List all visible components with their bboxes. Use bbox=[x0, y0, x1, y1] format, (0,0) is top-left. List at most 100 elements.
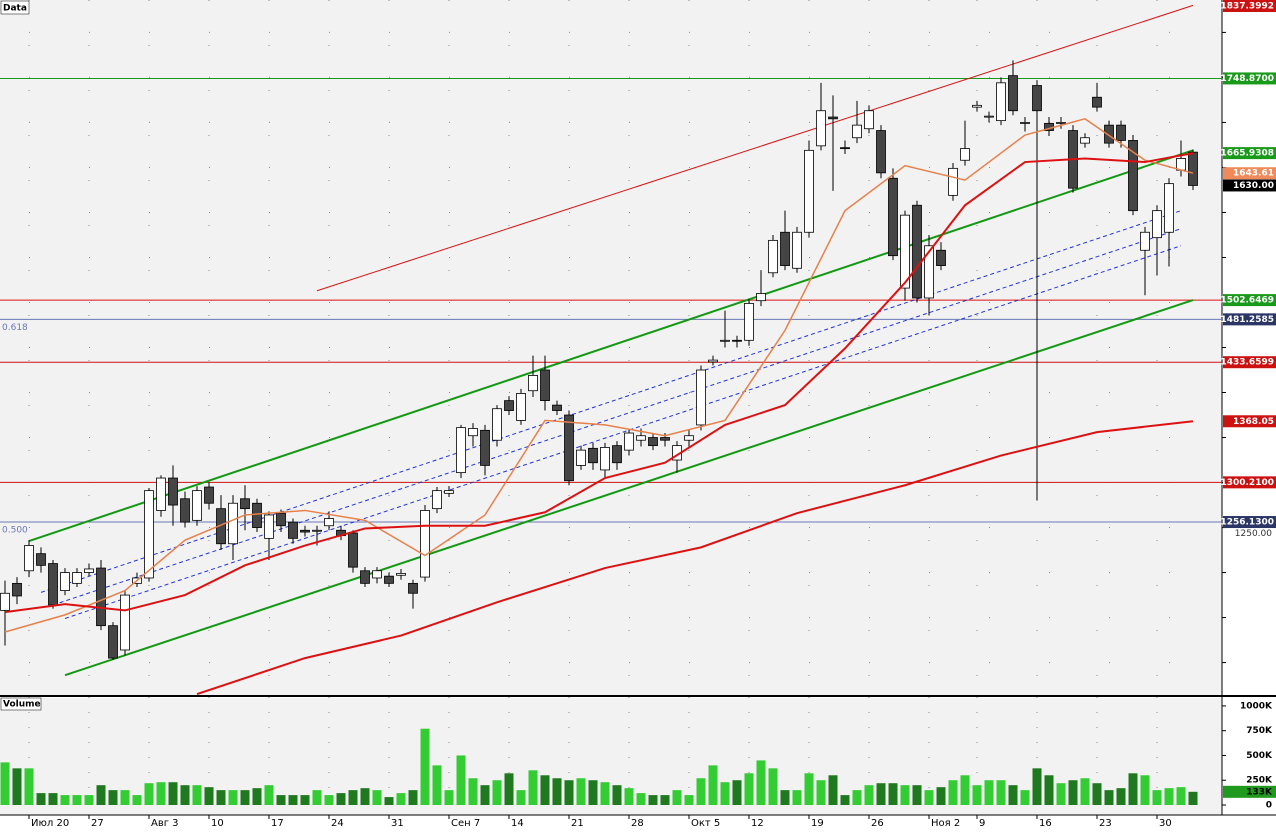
volume-bar bbox=[1164, 788, 1174, 805]
candle-body bbox=[396, 573, 406, 576]
volume-bar bbox=[444, 790, 454, 805]
candle-body bbox=[312, 529, 322, 532]
candle-body bbox=[684, 435, 694, 441]
volume-bar bbox=[168, 782, 178, 805]
volume-bar bbox=[1152, 790, 1162, 805]
volume-bar bbox=[924, 790, 934, 805]
volume-tick-label: 500K bbox=[1246, 751, 1273, 761]
volume-bar bbox=[948, 780, 958, 805]
candle-body bbox=[468, 428, 478, 437]
volume-tick-label: 250K bbox=[1246, 776, 1273, 786]
volume-title: Volume bbox=[3, 700, 41, 710]
candle-body bbox=[384, 575, 394, 584]
x-tick-label: 30 bbox=[1159, 818, 1172, 829]
candle-body bbox=[300, 529, 310, 533]
volume-bar bbox=[984, 780, 994, 805]
volume-bar bbox=[396, 793, 406, 805]
level-label: 0.618 bbox=[2, 323, 28, 333]
candle-body bbox=[768, 239, 778, 274]
volume-bar bbox=[936, 787, 946, 805]
volume-bar bbox=[816, 780, 826, 805]
volume-bar bbox=[72, 795, 82, 805]
volume-bar bbox=[48, 793, 58, 805]
volume-bar bbox=[108, 790, 118, 805]
candle-body bbox=[852, 124, 862, 139]
candle-body bbox=[516, 393, 526, 421]
candle-body bbox=[144, 490, 154, 579]
price-marker bbox=[1223, 294, 1276, 307]
volume-bar bbox=[1116, 788, 1126, 805]
candle-body bbox=[48, 563, 58, 606]
candle-body bbox=[996, 82, 1006, 122]
volume-bar bbox=[36, 793, 46, 805]
volume-bar bbox=[468, 778, 478, 805]
price-marker-label: 1665.9308 bbox=[1220, 149, 1274, 159]
candle-body bbox=[276, 512, 286, 527]
x-tick-label: 12 bbox=[751, 818, 764, 829]
x-tick-label: 16 bbox=[1039, 818, 1052, 829]
price-marker bbox=[1223, 72, 1276, 85]
candle-body bbox=[492, 408, 502, 441]
candle-body bbox=[696, 369, 706, 426]
y-tick-label: 1250.00 bbox=[1235, 529, 1272, 539]
volume-bar bbox=[228, 790, 238, 805]
volume-bar bbox=[612, 785, 622, 805]
price-marker-label: 1630.00 bbox=[1233, 181, 1274, 191]
candle-body bbox=[1020, 122, 1030, 124]
volume-bar bbox=[480, 785, 490, 805]
x-tick-label: 27 bbox=[91, 818, 104, 829]
volume-bar bbox=[756, 760, 766, 805]
candle-body bbox=[504, 400, 514, 411]
x-tick-label: 14 bbox=[511, 818, 524, 829]
volume-bar bbox=[600, 782, 610, 805]
volume-marker bbox=[1223, 785, 1276, 798]
volume-bar bbox=[324, 795, 334, 805]
candle-body bbox=[888, 177, 898, 257]
candle-body bbox=[288, 521, 298, 539]
volume-bar bbox=[312, 790, 322, 805]
volume-bar bbox=[84, 795, 94, 805]
volume-bar bbox=[384, 797, 394, 805]
candle-body bbox=[420, 510, 430, 578]
volume-bar bbox=[828, 775, 838, 805]
volume-bar bbox=[852, 790, 862, 805]
volume-bar bbox=[780, 790, 790, 805]
x-tick-label: 9 bbox=[979, 818, 985, 829]
candle-body bbox=[792, 231, 802, 269]
candle-body bbox=[444, 490, 454, 494]
volume-bar bbox=[300, 795, 310, 805]
volume-tick-label: 1000K bbox=[1240, 701, 1273, 711]
volume-bar bbox=[288, 795, 298, 805]
price-marker-label: 1368.05 bbox=[1233, 417, 1274, 427]
trend-line bbox=[316, 4, 1194, 292]
price-marker-label: 1837.3992 bbox=[1220, 2, 1274, 12]
volume-bar bbox=[372, 790, 382, 805]
candle-body bbox=[936, 249, 946, 266]
candle-body bbox=[648, 437, 658, 447]
candle-body bbox=[84, 568, 94, 573]
volume-bar bbox=[1068, 780, 1078, 805]
price-marker-label: 1748.8700 bbox=[1220, 74, 1274, 84]
candle-body bbox=[252, 502, 262, 528]
volume-bar bbox=[132, 795, 142, 805]
volume-bar bbox=[1128, 773, 1138, 805]
volume-bar bbox=[960, 775, 970, 805]
volume-bar bbox=[1056, 783, 1066, 805]
candle-body bbox=[660, 437, 670, 441]
candle-body bbox=[192, 490, 202, 521]
volume-bar bbox=[1020, 790, 1030, 805]
candle-body bbox=[1116, 124, 1126, 141]
volume-bar bbox=[156, 782, 166, 805]
x-tick-label: 28 bbox=[631, 818, 644, 829]
trend-line bbox=[40, 210, 1182, 593]
moving-average bbox=[4, 152, 1194, 614]
volume-bar bbox=[540, 775, 550, 805]
price-marker bbox=[1223, 0, 1276, 12]
title-box bbox=[0, 0, 30, 15]
price-marker bbox=[1223, 179, 1276, 192]
candle-body bbox=[72, 572, 82, 584]
volume-bar bbox=[408, 790, 418, 805]
x-tick-label: Авг 3 bbox=[151, 818, 179, 829]
price-marker-label: 1256.1300 bbox=[1220, 518, 1274, 528]
volume-bar bbox=[708, 765, 718, 805]
